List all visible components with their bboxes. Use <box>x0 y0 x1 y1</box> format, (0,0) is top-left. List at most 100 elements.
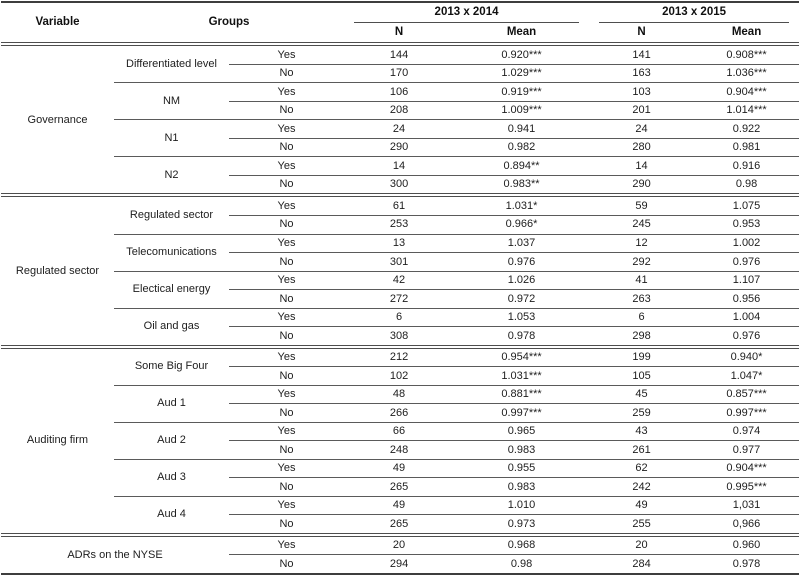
table-header: Variable Groups 2013 x 2014 2013 x 2015 … <box>1 2 800 47</box>
n-cell-period1: 253 <box>344 215 455 235</box>
option-cell: Yes <box>229 459 345 479</box>
n-cell-period1: 14 <box>344 156 455 176</box>
mean-cell-period1: 0.881*** <box>454 385 590 405</box>
col-header-groups: Groups <box>114 2 345 47</box>
mean-cell-period2: 1.047* <box>694 366 800 386</box>
n-cell-period2: 242 <box>589 477 695 497</box>
mean-cell-period2: 0.995*** <box>694 477 800 497</box>
option-cell: Yes <box>229 308 345 328</box>
mean-cell-period1: 1.053 <box>454 308 590 328</box>
n-cell-period1: 66 <box>344 422 455 442</box>
mean-cell-period1: 0.98 <box>510 557 533 570</box>
table-row: N2 Yes 14 0.894** 14 0.916 <box>1 156 800 198</box>
option-cell: Yes <box>229 385 345 405</box>
option-cell: Yes <box>229 534 345 556</box>
n-cell-period1: 301 <box>344 252 455 272</box>
n-cell-period1: 49 <box>344 459 455 479</box>
mean-cell-period1: 0.983 <box>454 477 590 497</box>
group-cell: NM <box>114 82 229 121</box>
n-cell-period1: 49 <box>344 496 455 516</box>
n-cell-period2: 290 <box>589 175 695 198</box>
group-cell: Electical energy <box>114 271 229 309</box>
mean-cell-period1: 0.976 <box>454 252 590 272</box>
n-cell-period1: 42 <box>344 271 455 291</box>
group-cell: Regulated sector <box>114 195 229 235</box>
group-cell: Telecomunications <box>114 234 229 272</box>
option-cell: Yes <box>229 195 345 216</box>
option-cell: No <box>229 477 345 497</box>
table-row: No 102 1.031*** 105 1.047* <box>1 366 800 386</box>
n-cell-period2: 41 <box>589 271 695 291</box>
n-cell-period2: 245 <box>589 215 695 235</box>
mean-cell-period2: 1,031 <box>694 496 800 516</box>
n-cell-period1: 24 <box>344 119 455 139</box>
header-row-periods: Variable Groups 2013 x 2014 2013 x 2015 <box>1 2 799 47</box>
period1-label: 2013 x 2014 <box>354 5 580 24</box>
n-cell-period2: 261 <box>589 440 695 460</box>
table-row: No 253 0.966* 245 0.953 <box>1 215 800 235</box>
mean-cell-period2: 0.976 <box>694 252 800 272</box>
n-cell-period2: 141 <box>589 44 695 65</box>
mean-cell-period1: 0.983** <box>454 175 590 198</box>
mean-cell-period1: 1.010 <box>454 496 590 516</box>
n-cell-period1: 300 <box>344 175 455 198</box>
mean-cell-period1: 0.920*** <box>454 44 590 65</box>
n-cell-period1: 20 <box>344 534 455 556</box>
table-row: Aud 2 Yes 66 0.965 43 0.974 <box>1 422 800 460</box>
mean-cell-period2: 0.857*** <box>694 385 800 405</box>
n-cell-period2: 14 <box>589 156 695 176</box>
n-cell-period2: 62 <box>589 459 695 479</box>
n-cell-period1: 61 <box>344 195 455 216</box>
table-row: Aud 3 Yes 49 0.955 62 0.904*** <box>1 459 800 497</box>
table-row: No 301 0.976 292 0.976 <box>1 252 800 272</box>
n-cell-period1: 144 <box>344 44 455 65</box>
mean-cell-period1: 0.954*** <box>454 346 590 368</box>
option-cell: No <box>229 138 345 158</box>
mean-cell-period1: 0.983 <box>454 440 590 460</box>
mean-cell-period1: 0.972 <box>454 289 590 309</box>
option-cell: Yes <box>229 496 345 516</box>
n-cell-period1: 294 <box>389 557 409 570</box>
mean-cell-period1: 0.941 <box>454 119 590 139</box>
n-cell-period2: 103 <box>589 82 695 102</box>
option-cell: No <box>229 64 345 84</box>
table-row: Aud 1 Yes 48 0.881*** 45 0.857*** <box>1 385 800 423</box>
group-cell: N1 <box>114 119 229 158</box>
option-cell: Yes <box>229 422 345 442</box>
mean-cell-period2: 0.908*** <box>694 44 800 65</box>
mean-cell-period1: 0.894** <box>454 156 590 176</box>
table-row: No 248 0.983 261 0.977 <box>1 440 800 460</box>
mean-cell-period1: 1.031*** <box>454 366 590 386</box>
col-header-variable: Variable <box>1 2 114 47</box>
mean-cell-period1: 1.026 <box>454 271 590 291</box>
n-cell-period2: 199 <box>589 346 695 368</box>
col-header-period2: 2013 x 2015 <box>589 2 799 24</box>
option-cell: Yes <box>229 82 345 102</box>
n-cell-period1: 212 <box>344 346 455 368</box>
n-cell-period2: 292 <box>589 252 695 272</box>
n-cell-period2: 280 <box>589 138 695 158</box>
n-cell-period1: 48 <box>344 385 455 405</box>
n-cell-period2: 263 <box>589 289 695 309</box>
n-cell-period2: 12 <box>589 234 695 254</box>
mean-cell-period1: 0.966* <box>454 215 590 235</box>
option-cell: No <box>229 215 345 235</box>
table-row: Electical energy Yes 42 1.026 41 1.107 <box>1 271 800 309</box>
option-cell: Yes <box>229 44 345 65</box>
mean-cell-period2: 0.976 <box>694 326 800 349</box>
option-cell: No <box>279 557 294 570</box>
col-header-n-period1: N <box>344 23 455 47</box>
n-cell-period1: 208 <box>344 101 455 121</box>
option-cell: Yes <box>229 346 345 368</box>
n-cell-period2: 284 <box>632 557 651 570</box>
mean-cell-period2: 0.940* <box>694 346 800 368</box>
mean-cell-period1: 1.029*** <box>454 64 590 84</box>
mean-cell-period2: 0.997*** <box>694 403 800 423</box>
mean-cell-period2: 1.036*** <box>694 64 800 84</box>
mean-cell-period1: 0.965 <box>454 422 590 442</box>
mean-cell-period2: 0,966 <box>694 514 800 537</box>
option-cell: Yes <box>229 156 345 176</box>
option-cell: No <box>229 403 345 423</box>
